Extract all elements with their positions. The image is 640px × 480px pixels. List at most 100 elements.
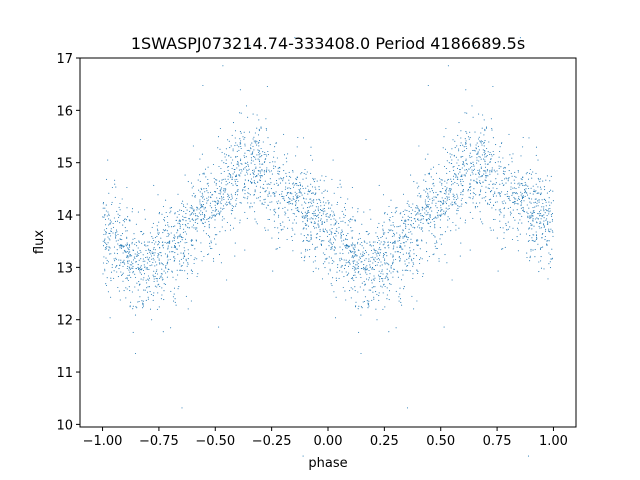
data-point — [315, 206, 317, 208]
data-point — [494, 171, 496, 173]
data-point — [389, 241, 392, 243]
data-point — [400, 279, 403, 281]
data-point — [145, 268, 147, 270]
data-point — [127, 262, 129, 264]
data-point — [465, 162, 467, 165]
data-point — [111, 201, 113, 203]
data-point — [155, 241, 157, 243]
data-point — [242, 136, 244, 138]
data-point — [533, 225, 535, 227]
data-point — [251, 181, 253, 183]
data-point — [257, 134, 260, 136]
data-point — [147, 278, 149, 280]
data-point — [172, 276, 174, 278]
data-point — [469, 197, 471, 199]
data-point — [454, 196, 456, 198]
data-point — [360, 314, 362, 316]
data-point — [223, 188, 225, 190]
data-point — [356, 261, 358, 263]
data-point — [189, 207, 191, 209]
data-point — [427, 260, 429, 262]
data-point — [469, 152, 471, 154]
data-point — [442, 187, 444, 190]
data-point — [361, 245, 363, 247]
data-point — [379, 275, 382, 277]
data-point — [301, 185, 303, 187]
data-point — [202, 218, 204, 220]
data-point — [305, 250, 307, 252]
data-point — [393, 226, 395, 228]
data-point — [102, 262, 105, 264]
data-point — [144, 260, 146, 262]
data-point — [228, 155, 230, 157]
data-point — [530, 211, 532, 213]
data-point — [487, 202, 489, 204]
data-point — [119, 245, 121, 247]
data-point — [174, 242, 176, 245]
data-point — [530, 202, 532, 204]
data-point — [340, 237, 342, 239]
data-point — [182, 237, 184, 239]
x-tick-label: 0.75 — [483, 434, 512, 449]
data-point — [466, 112, 468, 114]
data-point — [300, 173, 302, 175]
data-point — [252, 156, 255, 158]
data-point — [132, 308, 134, 310]
data-point — [214, 215, 216, 217]
data-point — [312, 192, 314, 194]
data-point — [496, 170, 498, 172]
data-point — [319, 230, 321, 232]
data-point — [417, 206, 419, 208]
data-point — [376, 264, 378, 266]
data-point — [315, 246, 317, 249]
data-point — [226, 201, 228, 203]
data-point — [246, 173, 249, 175]
data-point — [203, 214, 206, 216]
data-point — [444, 212, 446, 215]
data-point — [162, 229, 164, 231]
data-point — [408, 257, 410, 259]
data-point — [302, 228, 304, 230]
data-point — [337, 266, 339, 268]
data-point — [280, 229, 282, 231]
data-point — [167, 232, 169, 234]
data-point — [428, 230, 430, 232]
data-point — [326, 231, 328, 233]
data-point — [254, 141, 256, 143]
data-point — [473, 165, 475, 167]
data-point — [264, 151, 266, 154]
data-point — [129, 220, 131, 222]
data-point — [173, 255, 175, 258]
data-point — [321, 215, 323, 217]
data-point — [321, 175, 323, 177]
data-point — [227, 196, 229, 198]
data-point — [254, 183, 256, 185]
data-point — [507, 207, 509, 209]
data-point — [352, 247, 354, 249]
data-point — [185, 206, 187, 209]
data-point — [288, 201, 290, 203]
data-point — [415, 220, 417, 222]
data-point — [276, 157, 278, 159]
data-point — [282, 221, 284, 223]
data-point — [154, 249, 156, 251]
data-point — [134, 257, 136, 259]
data-point — [306, 224, 308, 226]
data-point — [334, 214, 336, 216]
data-point — [309, 201, 311, 203]
data-point — [428, 204, 430, 206]
data-point — [336, 271, 338, 273]
data-point — [512, 227, 514, 229]
data-point — [305, 213, 307, 215]
data-point — [123, 249, 125, 251]
data-point — [234, 217, 236, 219]
data-point — [169, 212, 171, 214]
data-point — [122, 252, 124, 254]
data-point — [119, 222, 121, 224]
data-point — [182, 200, 184, 202]
data-point — [288, 171, 290, 173]
data-point — [148, 259, 150, 261]
data-point — [410, 224, 412, 226]
data-point — [531, 177, 533, 179]
data-point — [335, 280, 338, 282]
